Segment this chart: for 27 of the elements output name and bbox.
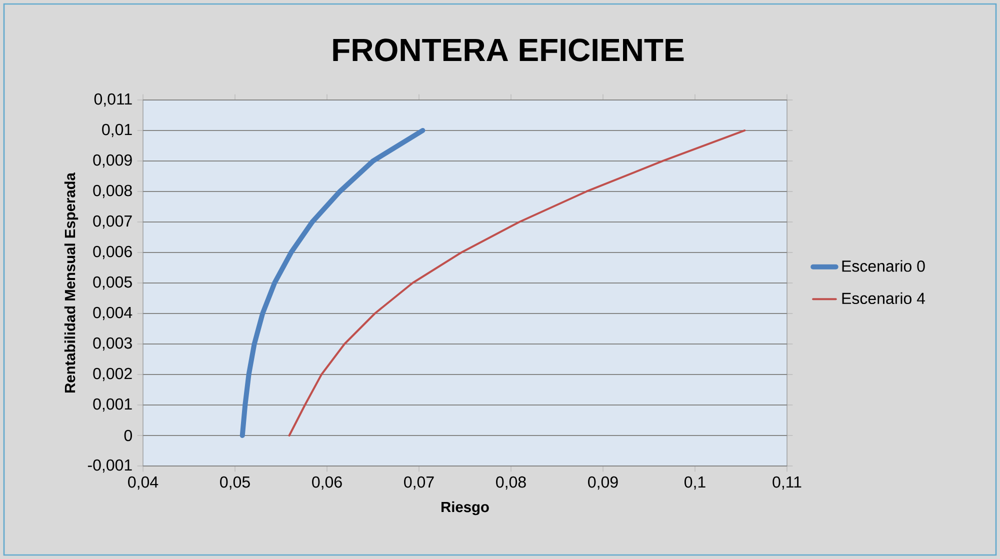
y-tick-label: 0,005 (93, 276, 132, 290)
y-tick-label: 0,003 (93, 337, 132, 351)
y-tick-label: 0 (124, 430, 132, 442)
x-tick-label: 0,05 (220, 476, 250, 490)
x-tick-label: 0,08 (496, 476, 526, 490)
y-axis-title: Rentabilidad Mensual Esperada (64, 172, 78, 392)
x-tick-label: 0,07 (404, 476, 434, 490)
y-tick-label: 0,007 (93, 215, 132, 229)
x-tick-label: 0,11 (772, 476, 802, 490)
legend-label: Escenario 0 (842, 260, 925, 272)
y-tick-label: -0,001 (88, 459, 132, 473)
y-tick-label: 0,009 (93, 154, 132, 168)
line-series (288, 129, 746, 436)
y-tick-label: 0,001 (93, 398, 132, 412)
y-tick-label: 0,002 (93, 368, 132, 382)
y-tick-label: 0,006 (93, 246, 132, 260)
y-tick-label: 0,01 (102, 124, 132, 138)
x-tick-label: 0,09 (588, 476, 618, 490)
chart-title: FRONTERA EFICIENTE (333, 38, 684, 62)
y-tick-label: 0,008 (93, 184, 132, 198)
y-tick-label: 0,011 (94, 93, 132, 107)
x-tick-label: 0,1 (684, 476, 706, 490)
x-tick-label: 0,06 (312, 476, 342, 490)
legend-label: Escenario 4 (842, 292, 925, 304)
x-tick-label: 0,04 (128, 476, 158, 490)
x-axis-title: Riesgo (442, 501, 489, 516)
y-tick-label: 0,004 (93, 306, 132, 320)
